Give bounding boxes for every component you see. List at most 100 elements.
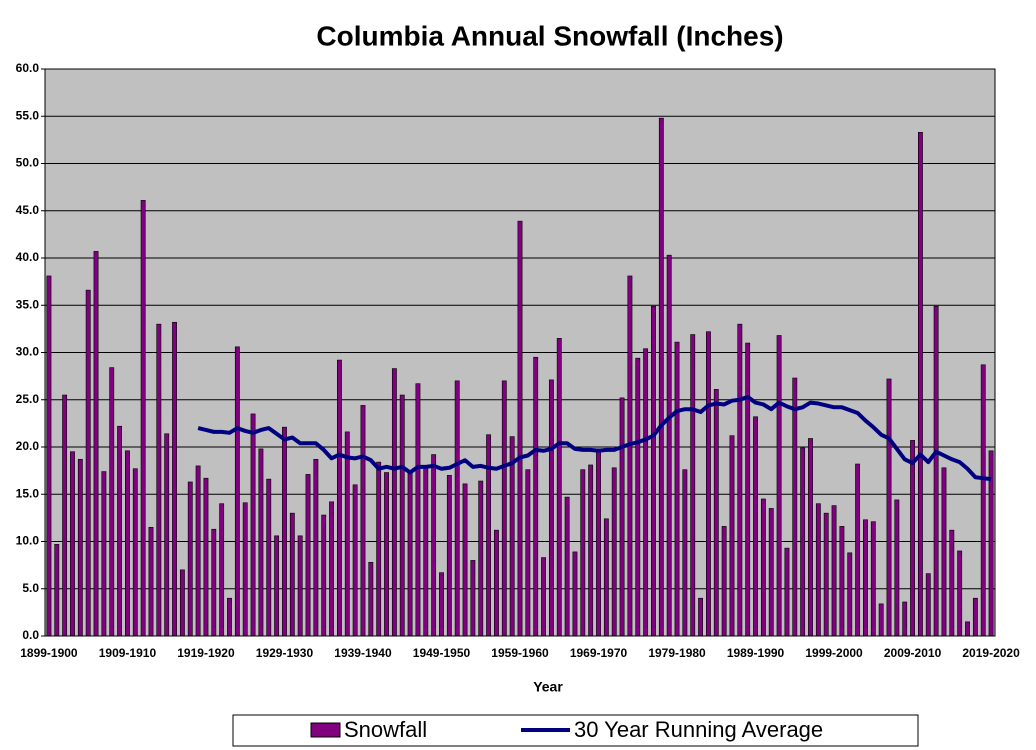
y-tick-label: 10.0: [16, 534, 40, 548]
bar: [894, 499, 900, 637]
bar: [250, 413, 256, 637]
bar: [305, 474, 311, 637]
legend-label: 30 Year Running Average: [574, 717, 823, 742]
bar: [556, 338, 562, 637]
bar: [423, 466, 429, 637]
bar: [219, 503, 225, 637]
bar: [627, 275, 633, 637]
bar: [870, 521, 876, 637]
bar: [85, 289, 91, 637]
bar: [863, 519, 868, 637]
bar: [109, 367, 115, 637]
bar: [611, 467, 617, 637]
bar: [329, 501, 334, 637]
bar: [588, 464, 594, 637]
bar: [745, 342, 751, 637]
chart-title: Columbia Annual Snowfall (Inches): [316, 20, 783, 51]
bar: [376, 461, 382, 637]
x-tick-label: 1959-1960: [491, 646, 549, 660]
bar: [242, 502, 248, 637]
bar: [706, 331, 711, 637]
running-average-line: [197, 394, 992, 482]
bar: [902, 601, 908, 637]
y-tick-label: 50.0: [16, 156, 40, 170]
bar: [415, 383, 421, 637]
bar: [486, 434, 492, 637]
y-tick-label: 25.0: [16, 392, 40, 406]
y-tick-label: 5.0: [22, 581, 39, 595]
bar: [784, 547, 790, 637]
bar: [533, 356, 539, 637]
bar: [572, 551, 578, 637]
bar: [195, 465, 201, 637]
bar: [470, 560, 476, 637]
bar: [517, 220, 523, 637]
bar: [878, 603, 884, 637]
legend-label: Snowfall: [344, 717, 427, 742]
bar: [823, 512, 829, 637]
bar: [603, 518, 609, 637]
bar: [729, 435, 735, 637]
bar: [651, 305, 656, 637]
bar: [439, 572, 444, 637]
x-tick-label: 1919-1920: [177, 646, 235, 660]
legend-box: [232, 714, 919, 747]
bar: [792, 377, 798, 637]
x-tick-label: 1939-1940: [334, 646, 392, 660]
bar: [117, 425, 123, 637]
bar: [933, 305, 939, 637]
bar: [172, 321, 177, 637]
bar: [815, 503, 821, 637]
bar: [289, 512, 295, 637]
y-tick-label: 60.0: [16, 61, 40, 75]
bar: [980, 364, 986, 637]
bar: [635, 357, 641, 637]
bar: [148, 527, 154, 637]
y-tick-label: 30.0: [16, 345, 40, 359]
bar: [886, 378, 892, 637]
bar: [321, 514, 327, 637]
bar: [690, 334, 696, 637]
bar: [313, 458, 319, 637]
bar: [957, 550, 963, 637]
bar: [737, 323, 743, 637]
x-tick-label: 1979-1980: [648, 646, 706, 660]
bar: [179, 569, 185, 637]
bar: [462, 483, 468, 637]
y-tick-label: 35.0: [16, 297, 40, 311]
bar: [855, 463, 861, 637]
bar: [399, 394, 405, 637]
bar: [384, 472, 389, 637]
bar: [800, 447, 806, 637]
bar: [478, 480, 484, 637]
bar: [164, 433, 170, 637]
bar: [839, 526, 845, 637]
bar: [525, 469, 531, 637]
bar: [93, 251, 99, 637]
bar: [368, 561, 374, 637]
bar: [910, 440, 915, 637]
bar: [297, 535, 303, 637]
bar: [596, 448, 601, 637]
bar: [54, 544, 60, 637]
bar: [658, 117, 664, 637]
bar: [352, 484, 358, 637]
bar: [643, 348, 649, 637]
bar: [337, 359, 342, 637]
x-tick-label: 1929-1930: [256, 646, 314, 660]
bar: [753, 416, 758, 637]
bar: [580, 469, 586, 637]
bar: [698, 597, 703, 637]
bar: [501, 380, 507, 637]
bar: [234, 346, 240, 637]
bar: [391, 368, 397, 637]
bar: [187, 481, 193, 637]
bar: [776, 335, 782, 637]
bar: [768, 508, 774, 637]
x-tick-label: 2009-2010: [884, 646, 942, 660]
bar: [344, 431, 350, 637]
bar: [721, 526, 727, 637]
bar: [666, 254, 672, 637]
bar: [266, 478, 272, 637]
bar: [125, 450, 130, 637]
